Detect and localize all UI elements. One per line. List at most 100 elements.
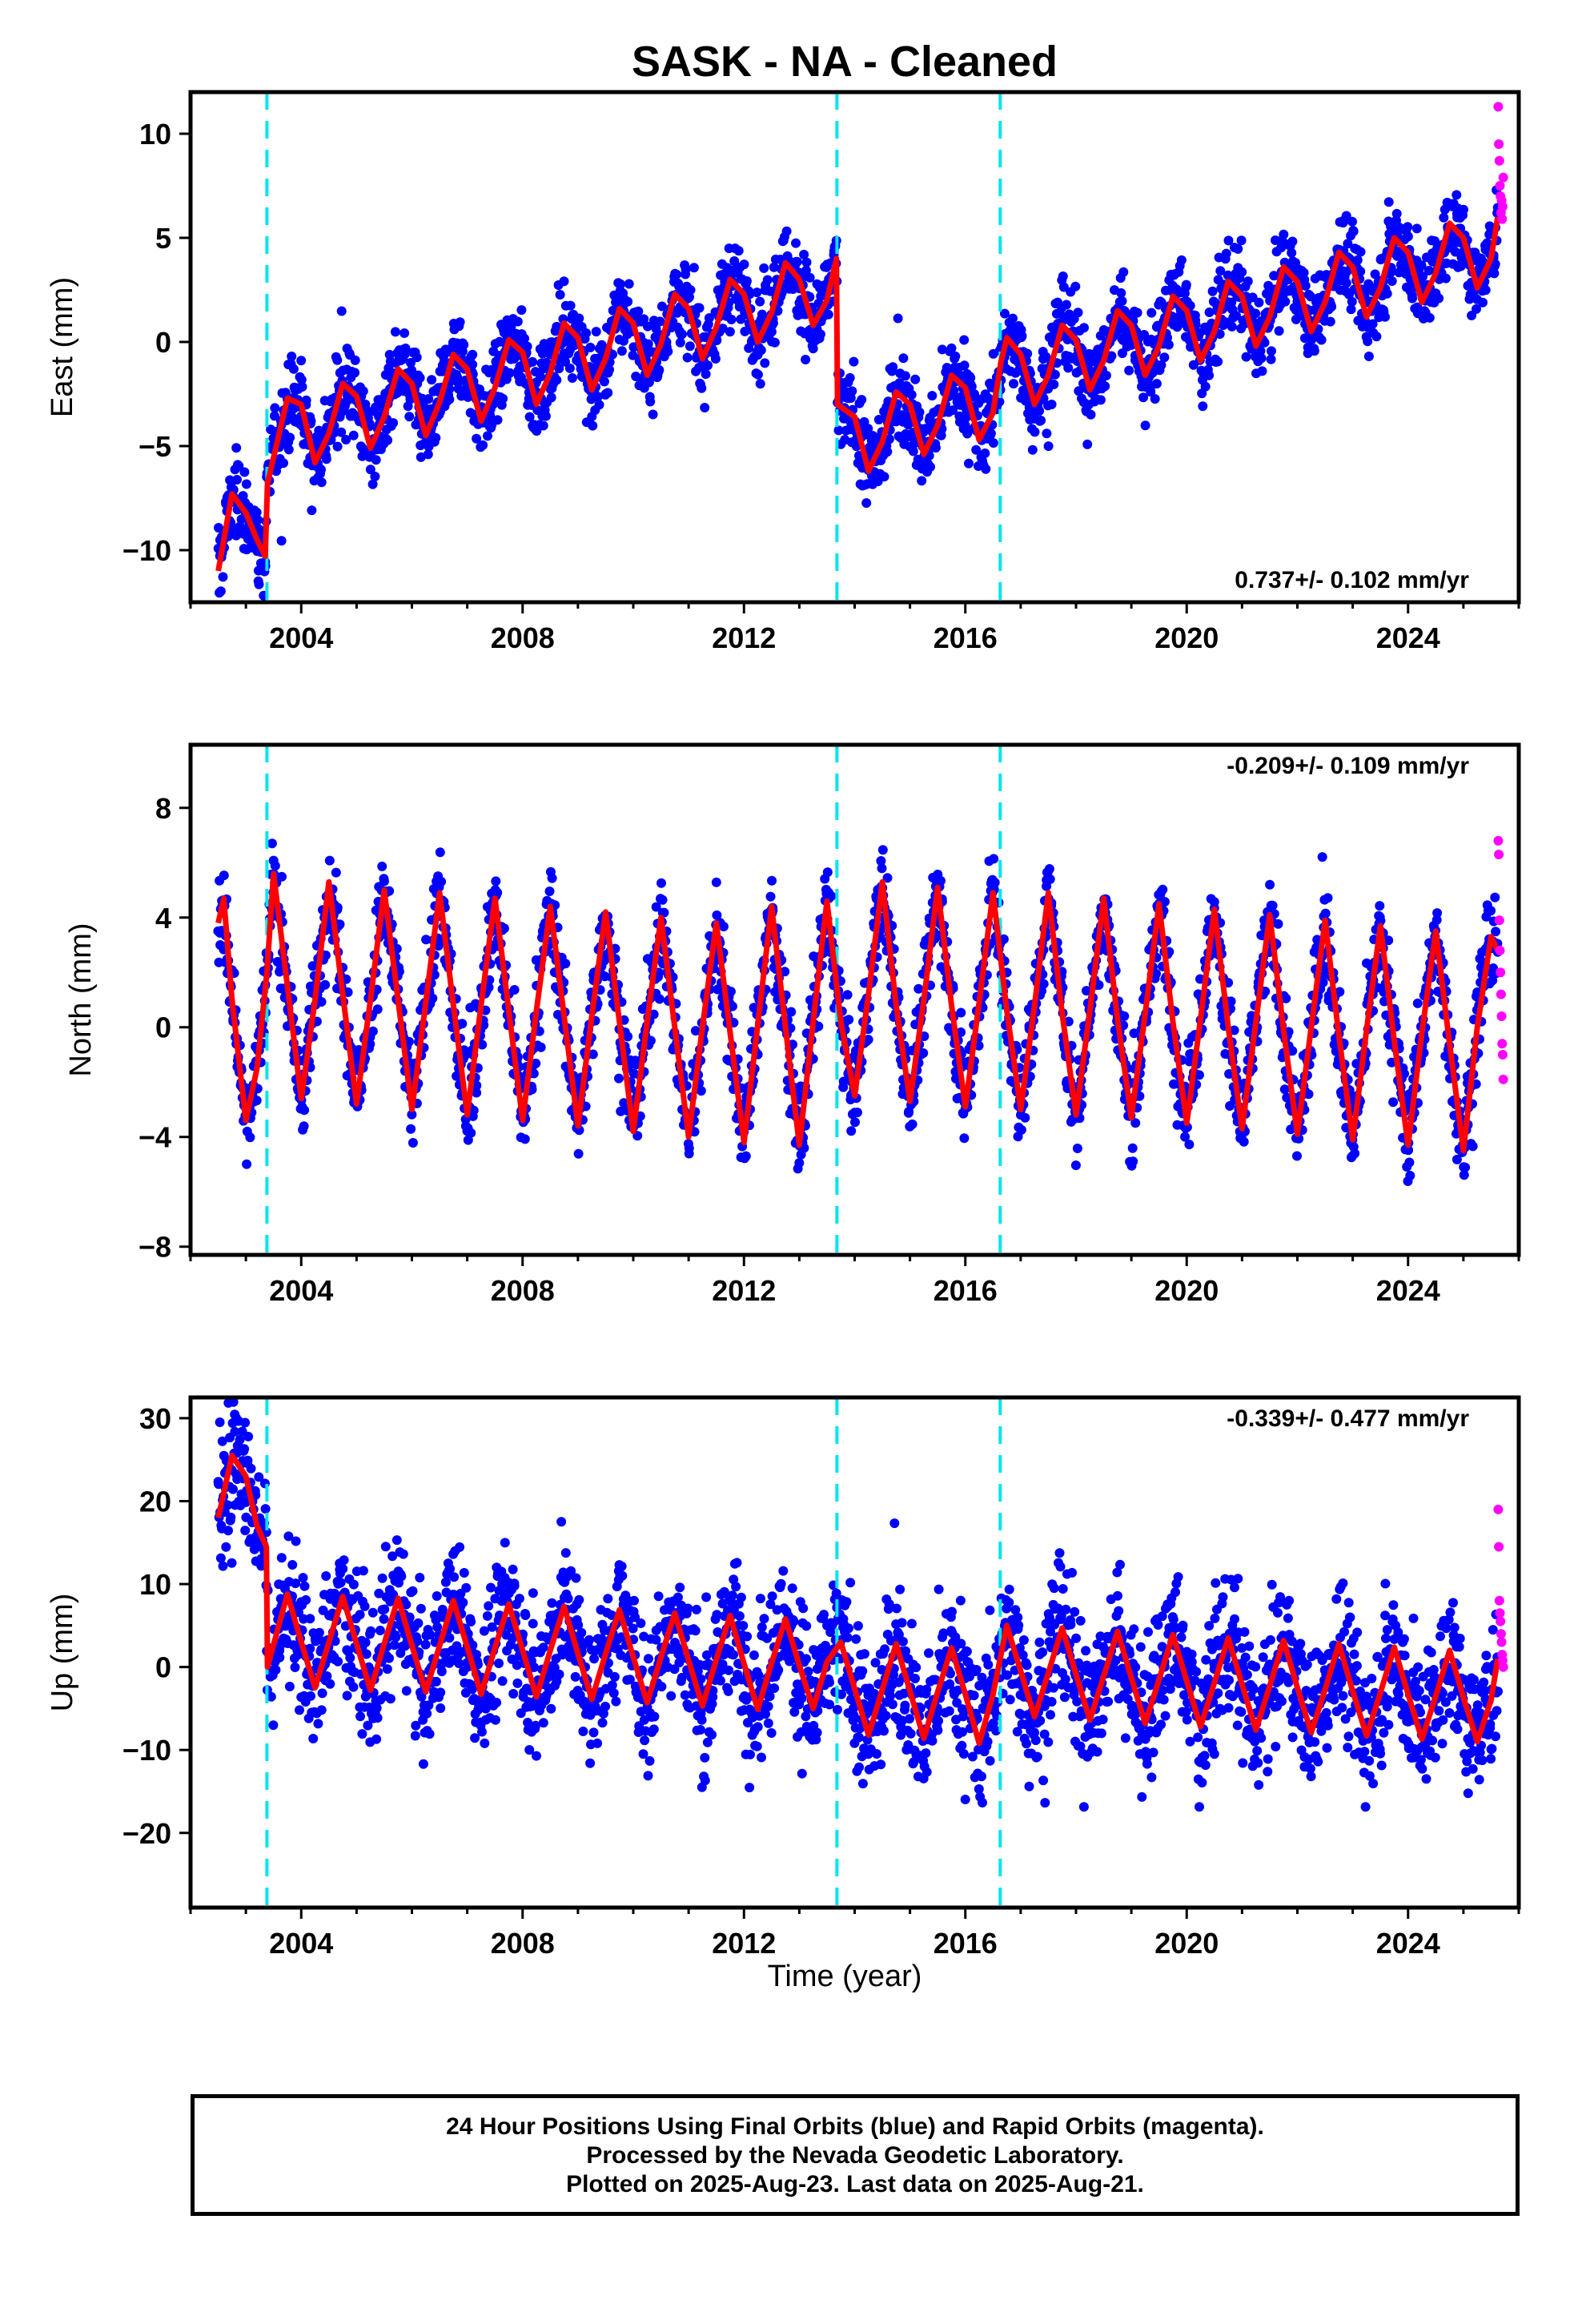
east-final-orbit-point bbox=[1439, 212, 1449, 223]
east-final-orbit-point bbox=[478, 440, 488, 450]
east-final-orbit-point bbox=[801, 265, 811, 275]
north-final-orbit-point bbox=[1119, 1011, 1130, 1021]
north-final-orbit-point bbox=[822, 867, 833, 878]
east-final-orbit-point bbox=[1058, 271, 1068, 281]
north-final-orbit-point bbox=[299, 1121, 309, 1132]
east-x-tick-label: 2020 bbox=[1154, 621, 1219, 654]
north-final-orbit-point bbox=[727, 1001, 737, 1011]
east-final-orbit-point bbox=[753, 369, 763, 380]
east-final-orbit-point bbox=[849, 356, 859, 367]
east-final-orbit-point bbox=[740, 326, 750, 336]
east-rapid-orbit-point bbox=[1497, 214, 1508, 224]
north-final-orbit-point bbox=[1180, 1132, 1191, 1142]
north-final-orbit-point bbox=[1038, 979, 1049, 989]
east-final-orbit-point bbox=[367, 479, 378, 489]
east-final-orbit-point bbox=[1459, 204, 1468, 215]
east-final-orbit-point bbox=[592, 392, 603, 402]
east-final-orbit-point bbox=[741, 276, 752, 286]
north-final-orbit-point bbox=[850, 1117, 860, 1128]
east-final-orbit-point bbox=[522, 341, 532, 352]
north-final-orbit-point bbox=[560, 959, 571, 969]
east-final-orbit-point bbox=[946, 343, 957, 353]
east-final-orbit-point bbox=[1490, 259, 1500, 269]
east-final-orbit-point bbox=[1382, 288, 1392, 299]
east-final-orbit-point bbox=[1251, 308, 1261, 319]
east-final-orbit-point bbox=[1343, 239, 1353, 249]
east-final-orbit-point bbox=[950, 351, 961, 361]
east-y-tick-label: 5 bbox=[155, 222, 171, 255]
east-final-orbit-point bbox=[799, 249, 809, 259]
north-final-orbit-point bbox=[1279, 1084, 1290, 1095]
east-final-orbit-point bbox=[472, 433, 482, 444]
east-final-orbit-point bbox=[540, 411, 551, 421]
east-final-orbit-point bbox=[276, 536, 287, 546]
east-final-orbit-point bbox=[729, 256, 740, 266]
east-final-orbit-point bbox=[231, 443, 242, 453]
east-final-orbit-point bbox=[898, 353, 909, 364]
east-final-orbit-point bbox=[1058, 282, 1069, 292]
east-final-orbit-point bbox=[404, 412, 415, 422]
east-final-orbit-point bbox=[685, 285, 696, 296]
east-final-orbit-point bbox=[604, 364, 614, 375]
east-x-tick-label: 2016 bbox=[934, 621, 998, 654]
north-final-orbit-point bbox=[245, 1132, 255, 1143]
north-final-orbit-point bbox=[657, 895, 668, 905]
north-final-orbit-point bbox=[913, 983, 924, 994]
east-final-orbit-point bbox=[891, 416, 901, 427]
east-final-orbit-point bbox=[910, 374, 921, 384]
east-final-orbit-point bbox=[1266, 354, 1276, 364]
north-final-orbit-point bbox=[1044, 864, 1054, 874]
east-final-orbit-point bbox=[1478, 297, 1488, 308]
east-final-orbit-point bbox=[1363, 336, 1373, 347]
east-final-orbit-point bbox=[390, 327, 400, 337]
north-final-orbit-point bbox=[544, 887, 555, 896]
east-final-orbit-point bbox=[348, 430, 359, 440]
east-final-orbit-point bbox=[1341, 278, 1351, 288]
east-final-orbit-point bbox=[651, 324, 661, 334]
east-final-orbit-point bbox=[1070, 281, 1081, 292]
east-final-orbit-point bbox=[365, 464, 375, 475]
north-final-orbit-point bbox=[520, 1134, 530, 1144]
north-final-orbit-point bbox=[468, 1105, 479, 1116]
east-final-orbit-point bbox=[1279, 229, 1289, 239]
east-final-orbit-point bbox=[888, 362, 898, 372]
east-final-orbit-point bbox=[633, 306, 644, 316]
north-final-orbit-point bbox=[826, 891, 837, 901]
east-final-orbit-point bbox=[1159, 352, 1170, 363]
north-final-orbit-point bbox=[846, 1126, 857, 1136]
east-final-orbit-point bbox=[726, 315, 737, 324]
east-final-orbit-point bbox=[643, 339, 653, 349]
north-final-orbit-point bbox=[656, 878, 666, 888]
east-final-orbit-point bbox=[288, 364, 299, 374]
north-final-orbit-point bbox=[1128, 1156, 1138, 1167]
east-final-orbit-point bbox=[1086, 409, 1096, 420]
east-final-orbit-point bbox=[909, 438, 919, 448]
east-final-orbit-point bbox=[444, 394, 455, 404]
east-final-orbit-point bbox=[1204, 308, 1215, 317]
east-final-orbit-point bbox=[815, 329, 825, 340]
north-final-orbit-point bbox=[335, 919, 345, 930]
east-final-orbit-point bbox=[1198, 401, 1208, 412]
east-final-orbit-point bbox=[1181, 279, 1191, 290]
north-final-orbit-point bbox=[956, 1007, 966, 1018]
east-final-orbit-point bbox=[917, 476, 927, 486]
east-final-orbit-point bbox=[1255, 346, 1266, 356]
east-final-orbit-point bbox=[1403, 222, 1413, 232]
north-final-orbit-point bbox=[267, 838, 277, 849]
east-final-orbit-point bbox=[906, 390, 917, 400]
north-final-orbit-point bbox=[299, 1105, 310, 1116]
north-final-orbit-point bbox=[623, 1031, 633, 1042]
east-final-orbit-point bbox=[555, 290, 565, 300]
east-final-orbit-point bbox=[801, 355, 811, 364]
east-final-orbit-point bbox=[297, 382, 307, 392]
east-final-orbit-point bbox=[1118, 267, 1129, 277]
north-final-orbit-point bbox=[1158, 884, 1168, 895]
east-final-orbit-point bbox=[341, 435, 351, 444]
north-final-orbit-point bbox=[499, 923, 509, 934]
east-y-axis-label: East (mm) bbox=[46, 277, 79, 417]
east-y-tick-label: −5 bbox=[139, 430, 171, 463]
east-final-orbit-point bbox=[863, 424, 873, 434]
east-final-orbit-point bbox=[752, 287, 762, 298]
east-final-orbit-point bbox=[677, 329, 687, 340]
east-final-orbit-point bbox=[565, 300, 576, 311]
